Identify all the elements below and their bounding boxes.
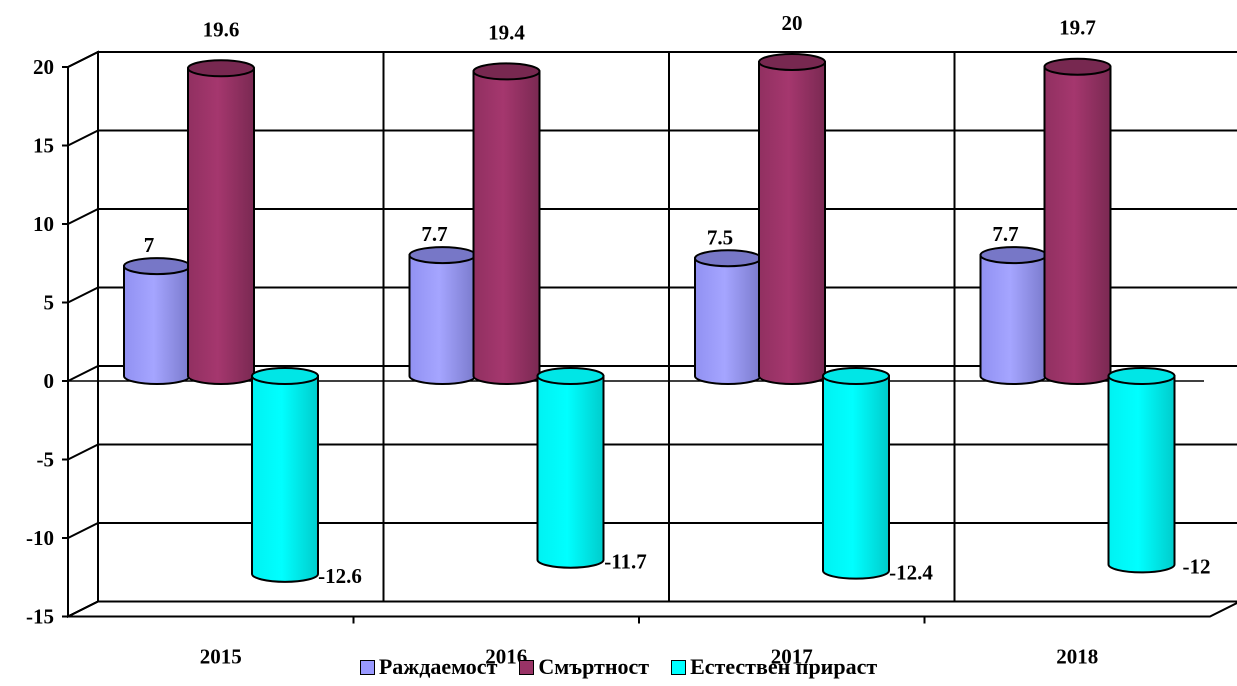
bar	[536, 367, 605, 569]
data-label: -12	[1183, 554, 1211, 578]
data-label: 19.7	[1059, 16, 1096, 40]
gridline	[67, 365, 1237, 382]
legend-item-births: Раждаемост	[359, 654, 498, 680]
bar	[1043, 57, 1112, 385]
bar-body	[536, 375, 605, 569]
legend-label-births: Раждаемост	[378, 654, 498, 679]
data-label: 20	[782, 11, 803, 35]
legend: Раждаемост Смъртност Естествен прираст	[0, 652, 1237, 682]
bar-cap	[694, 249, 762, 268]
y-tick-label: -15	[26, 605, 54, 629]
data-label: -11.7	[604, 550, 647, 574]
y-tick-label: -10	[26, 526, 54, 550]
x-tick-label: 2017	[771, 645, 813, 669]
bar	[187, 59, 255, 385]
bar	[123, 257, 191, 385]
y-tick-label: 0	[44, 369, 55, 393]
bar	[472, 62, 541, 385]
bar-body	[408, 254, 477, 385]
data-label: 7.7	[421, 222, 447, 246]
data-labels: 7 19.6 -12.6 7.7 19.4 -11.7 7.5 20 -12.4 7.7 19.7 -…	[144, 11, 1211, 588]
side-wall	[67, 50, 99, 619]
bar	[694, 249, 762, 385]
data-label: -12.4	[889, 561, 933, 585]
gridline	[67, 129, 1237, 147]
data-label: 7.7	[992, 222, 1018, 246]
bar-cap	[758, 53, 826, 71]
bar-body	[1107, 375, 1176, 574]
bar	[251, 367, 319, 583]
gridlines	[67, 51, 1237, 618]
bar-cap	[979, 246, 1048, 265]
bar-cap	[1043, 57, 1112, 76]
legend-swatch-natural-growth	[671, 659, 687, 675]
floor	[67, 600, 1237, 618]
bar-body	[822, 375, 890, 580]
bars	[123, 53, 1176, 583]
y-tick-label: 10	[33, 212, 54, 236]
y-tick-label: 15	[33, 134, 54, 158]
bar-cap	[123, 257, 191, 276]
y-tick-label: 20	[33, 55, 54, 79]
bar-body	[123, 265, 191, 385]
bar-body	[1043, 65, 1112, 385]
bar-body	[979, 254, 1048, 385]
bar-body	[758, 61, 826, 385]
bar-cap	[536, 367, 605, 385]
x-tick-label: 2015	[200, 645, 242, 669]
bar-cap	[1107, 367, 1176, 385]
data-label: 19.4	[488, 20, 525, 44]
legend-label-deaths: Смъртност	[538, 654, 650, 679]
bar-cap	[408, 246, 477, 265]
y-tick-label: 5	[44, 291, 55, 315]
data-label: 7	[144, 233, 155, 257]
bar-cap	[251, 367, 319, 385]
x-tick-label: 2018	[1056, 645, 1098, 669]
bar	[758, 53, 826, 385]
bar-body	[251, 375, 319, 583]
bar-body	[694, 257, 762, 385]
gridline	[67, 208, 1237, 225]
bar-body	[187, 67, 255, 385]
bar-cap	[187, 59, 255, 78]
legend-swatch-births	[359, 659, 375, 675]
data-label: -12.6	[318, 564, 362, 588]
legend-swatch-deaths	[519, 659, 535, 675]
gridline	[67, 51, 1237, 68]
bar-body	[472, 70, 541, 385]
bar	[408, 246, 477, 385]
y-tick-label: -5	[37, 448, 55, 472]
legend-item-deaths: Смъртност	[519, 654, 649, 680]
bar	[979, 246, 1048, 385]
legend-label-natural-growth: Естествен прираст	[690, 654, 878, 679]
bar-cap	[472, 62, 541, 81]
legend-item-natural-growth: Естествен прираст	[671, 654, 877, 680]
bar	[822, 367, 890, 580]
data-label: 7.5	[707, 225, 733, 249]
data-label: 19.6	[203, 17, 240, 41]
bar	[1107, 367, 1176, 574]
gridline	[67, 600, 1237, 618]
bar-cap	[822, 367, 890, 385]
gridline	[67, 286, 1237, 304]
